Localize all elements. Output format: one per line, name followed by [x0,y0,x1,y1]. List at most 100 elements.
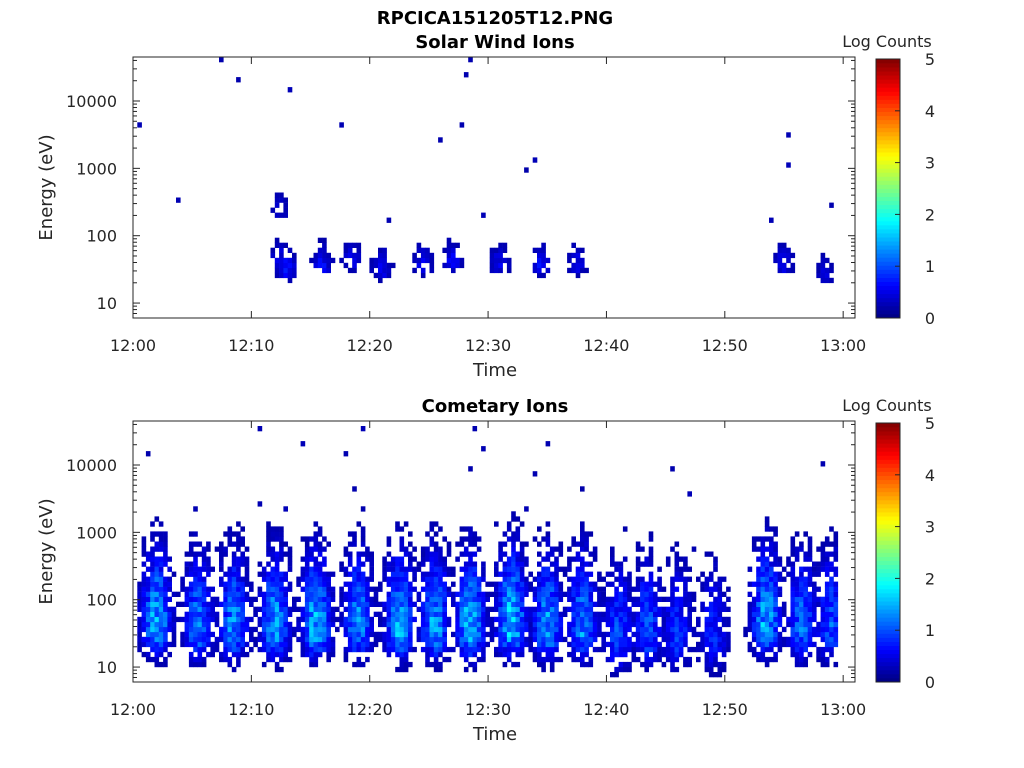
colorbar-tick-label: 3 [925,154,935,173]
heatmap-cell [816,566,821,572]
heatmap-cell [403,551,409,557]
heatmap-cell [786,162,791,168]
heatmap-cell [395,611,400,617]
heatmap-cell [799,546,804,552]
heatmap-cell [304,641,310,648]
heatmap-cell [472,551,478,557]
heatmap-cell [807,616,813,623]
heatmap-cell [571,267,576,274]
heatmap-cell [807,651,813,658]
heatmap-cell [502,621,508,628]
heatmap-cell [158,621,164,628]
heatmap-cell [502,631,508,638]
heatmap-cell [829,631,834,638]
heatmap-cell [279,541,284,547]
heatmap-cell [502,581,508,587]
heatmap-cell [433,651,439,658]
heatmap-cell [537,551,542,557]
heatmap-cell [812,596,817,602]
heatmap-cell [618,601,624,607]
heatmap-cell [317,641,323,648]
heatmap-cell [519,616,525,623]
heatmap-cell [442,262,447,269]
colorbar-segment [876,605,900,610]
heatmap-cell [433,666,439,673]
heatmap-cell [390,611,396,617]
heatmap-cell [137,616,142,623]
heatmap-cell [167,566,172,572]
heatmap-cell [786,252,791,259]
heatmap-cell [721,631,727,638]
heatmap-cell [352,616,357,623]
heatmap-cell [532,576,538,582]
heatmap-cell [395,586,400,592]
heatmap-cell [365,631,370,638]
heatmap-cell [352,621,357,628]
heatmap-cell [648,586,654,592]
heatmap-cell [777,606,783,612]
heatmap-cell [494,631,499,638]
heatmap-cell [429,536,435,542]
heatmap-cell [317,576,323,582]
heatmap-cell [360,571,366,577]
heatmap-cell [223,611,228,617]
heatmap-cell [790,646,796,653]
heatmap-cell [708,631,714,638]
heatmap-cell [481,611,486,617]
heatmap-cell [567,566,572,572]
heatmap-cell [829,616,834,623]
heatmap-cell [154,606,160,612]
heatmap-cell [794,591,800,597]
colorbar-segment [876,665,900,671]
heatmap-cell [481,591,486,597]
heatmap-cell [274,536,280,542]
heatmap-cell [549,551,555,557]
heatmap-cell [786,571,791,577]
heatmap-cell [511,661,516,668]
heatmap-cell [485,621,490,628]
heatmap-cell [459,646,465,653]
heatmap-cell [567,641,572,648]
heatmap-cell [575,576,581,582]
heatmap-cell [240,591,245,597]
heatmap-cell [403,546,409,552]
heatmap-cell [236,546,241,552]
heatmap-cell [786,257,791,264]
heatmap-cell [343,242,349,248]
heatmap-cell [618,591,624,597]
heatmap-cell [356,591,362,597]
heatmap-cell [794,581,800,587]
heatmap-cell [584,591,589,597]
heatmap-cell [292,267,297,274]
heatmap-cell [713,646,718,653]
heatmap-cell [322,641,327,648]
heatmap-cell [575,267,581,274]
heatmap-cell [184,616,190,623]
heatmap-cell [408,611,413,617]
heatmap-cell [571,611,576,617]
heatmap-cell [614,666,619,673]
heatmap-cell [468,556,473,562]
heatmap-cell [390,596,396,602]
heatmap-cell [382,621,387,628]
heatmap-cell [558,631,564,638]
heatmap-cell [197,641,203,648]
heatmap-cell [653,646,658,653]
heatmap-cell [386,581,392,587]
heatmap-cell [459,601,465,607]
heatmap-cell [365,641,370,648]
heatmap-cell [309,536,314,542]
heatmap-cell [781,611,787,617]
heatmap-cell [274,571,280,577]
heatmap-cell [618,611,624,617]
heatmap-cell [635,631,641,638]
heatmap-cell [446,262,452,269]
heatmap-cell [266,561,271,567]
heatmap-cell [360,591,366,597]
heatmap-cell [163,661,168,668]
heatmap-cell [356,561,362,567]
heatmap-cell [365,621,370,628]
heatmap-cell [833,621,839,628]
heatmap-cell [640,646,645,653]
heatmap-cell [541,636,546,643]
